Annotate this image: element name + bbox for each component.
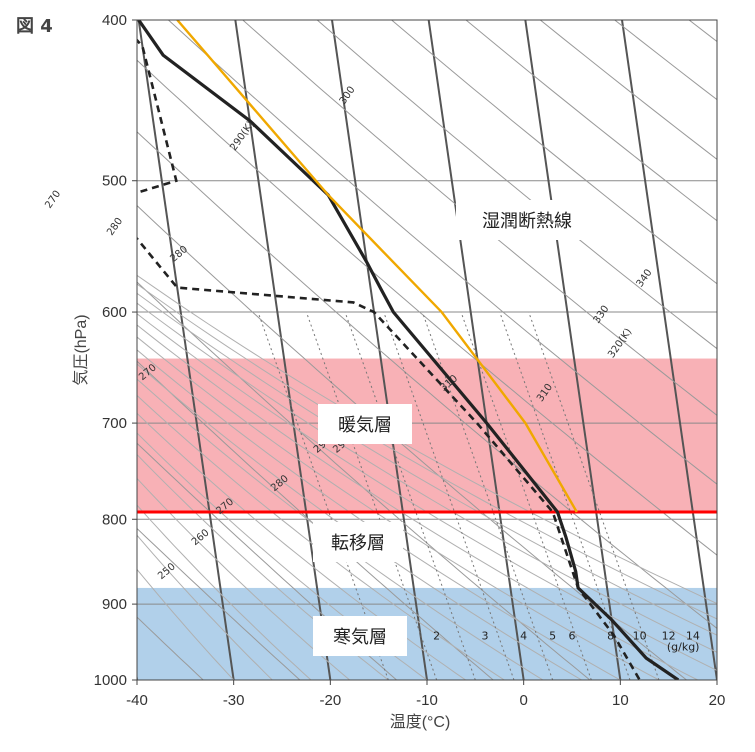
moist-adiabat-label: 280 <box>105 216 125 238</box>
axis-ticks: -40 -30 -20 -10 0 10 20 400 500 600 700 800 900 1000 <box>94 12 726 709</box>
moist-adiabat <box>137 432 428 680</box>
mixing-ratio-label: (g/kg) <box>667 641 700 654</box>
mixing-ratio-label: 10 <box>633 629 647 642</box>
moist-adiabat <box>137 453 389 680</box>
dry-adiabat <box>465 20 717 222</box>
dry-adiabat <box>137 281 591 680</box>
moist-adiabat <box>137 363 582 680</box>
isotherm <box>234 20 332 680</box>
dry-adiabat <box>137 131 717 630</box>
profile-series <box>137 20 680 680</box>
cold-layer-label: 寒気層 <box>333 627 387 648</box>
y-tick-label: 800 <box>102 511 127 528</box>
figure-label: 図 4 <box>16 16 53 37</box>
moist-adiabat <box>137 324 698 680</box>
mixing-ratio-label: 12 <box>662 629 676 642</box>
isotherm <box>0 20 40 680</box>
moist-adiabat <box>137 534 273 680</box>
mixing-ratio-line <box>460 311 592 680</box>
x-tick-label: 20 <box>709 692 726 709</box>
dry-adiabat <box>688 20 717 43</box>
mixing-ratio-line <box>528 311 660 680</box>
mixing-ratio-label: 4 <box>520 629 527 642</box>
x-tick-label: -40 <box>126 692 148 709</box>
mixing-ratio-line <box>344 311 476 680</box>
cold-layer-label-box <box>313 616 407 656</box>
y-tick-label: 500 <box>102 173 127 190</box>
mixing-ratio-label: 6 <box>569 629 576 642</box>
mixing-ratio-label: 14 <box>686 629 700 642</box>
moist-adiabat-label: 300 <box>338 85 358 107</box>
isotherm <box>427 20 525 680</box>
dry-adiabat <box>242 20 717 416</box>
x-tick-label: -30 <box>223 692 245 709</box>
mixing-ratio-line <box>383 311 515 680</box>
moist-adiabat-label: 270 <box>43 189 63 211</box>
y-tick-label: 600 <box>102 304 127 321</box>
dry-adiabat-label: 260 <box>190 527 212 548</box>
dry-adiabat <box>137 204 687 680</box>
moist-adiabat-label-box-box <box>456 200 598 240</box>
moist-adiabat <box>137 378 544 680</box>
x-tick-label: 10 <box>612 692 629 709</box>
dry-adiabat <box>137 442 397 680</box>
transition-layer-label-box <box>313 522 403 562</box>
isotherm <box>621 20 717 680</box>
series-line-highlight <box>176 20 578 513</box>
mixing-ratio-label: 2 <box>433 629 440 642</box>
y-axis-title: 気圧(hPa) <box>72 314 90 385</box>
dry-adiabat <box>391 20 717 285</box>
diagram-grid <box>0 20 755 680</box>
x-axis-title: 温度(°C) <box>390 713 451 731</box>
moist-adiabat <box>137 412 466 680</box>
moist-adiabat <box>137 504 312 680</box>
x-tick-label: 0 <box>519 692 527 709</box>
dry-adiabat <box>168 20 717 485</box>
moist-adiabat-label-box: 湿潤断熱線 <box>482 211 572 232</box>
dry-adiabat <box>137 616 204 680</box>
y-tick-label: 1000 <box>94 672 127 689</box>
x-tick-label: -10 <box>416 692 438 709</box>
moist-adiabat <box>137 302 717 653</box>
isotherm <box>137 20 235 680</box>
transition-layer-label: 転移層 <box>331 533 385 554</box>
band-2 <box>137 587 717 680</box>
moist-adiabat <box>137 394 505 680</box>
moist-adiabat <box>137 283 717 620</box>
warm-layer-label: 暖気層 <box>338 415 392 436</box>
series-line-dashed <box>137 38 641 680</box>
band-0 <box>137 358 717 513</box>
moist-adiabat-label: 340 <box>635 267 655 289</box>
x-tick-label: -20 <box>319 692 341 709</box>
warm-layer-label-box <box>318 404 412 444</box>
mixing-ratio-label: 8 <box>607 629 614 642</box>
moist-adiabat <box>137 274 717 605</box>
mixing-ratio-label: 3 <box>482 629 489 642</box>
moist-adiabat-label: 330 <box>592 304 612 326</box>
dry-adiabat <box>316 20 717 350</box>
y-tick-label: 700 <box>102 415 127 432</box>
moist-adiabat <box>137 336 660 680</box>
dry-adiabat <box>137 527 301 680</box>
moist-adiabat <box>137 313 717 672</box>
y-tick-label: 400 <box>102 12 127 29</box>
dry-adiabat <box>0 20 107 680</box>
moist-adiabat <box>137 292 717 636</box>
moist-adiabat <box>137 349 621 680</box>
dry-adiabat <box>137 59 717 556</box>
moist-adiabat <box>137 477 351 680</box>
y-tick-label: 900 <box>102 596 127 613</box>
layer-bands <box>137 358 717 680</box>
moist-adiabat <box>137 568 235 680</box>
mixing-ratio-label: 5 <box>549 629 556 642</box>
mixing-ratio-line <box>305 311 438 680</box>
dry-adiabat <box>137 360 494 680</box>
isotherm <box>524 20 622 680</box>
series-line-solid <box>137 20 680 680</box>
isotherm <box>719 20 755 680</box>
